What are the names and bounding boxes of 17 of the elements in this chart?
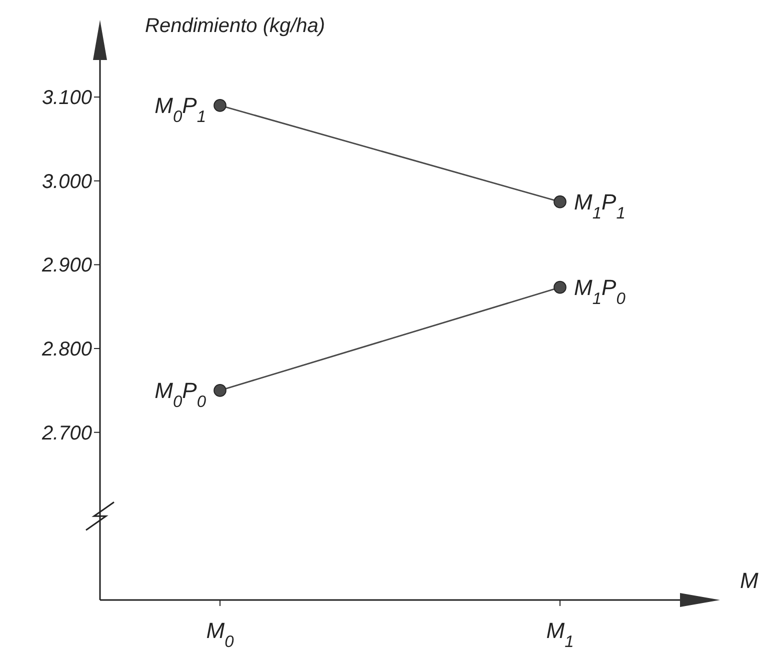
annotation: M$_{0}$P$_{0}$ (154, 378, 207, 412)
point (554, 280, 566, 294)
point (214, 99, 226, 112)
annotation: M$_{1}$P$_{1}$ (574, 190, 626, 223)
annotation: M$_{0}$P$_{1}$ (154, 93, 206, 126)
point (554, 195, 566, 208)
y-tick-label: 2.900 (40, 254, 92, 277)
y-tick-label: 3.000 (42, 170, 92, 193)
point (214, 384, 226, 397)
y-axis-title: Rendimiento (kg/ha) (145, 15, 326, 37)
y-tick-label: 2.800 (40, 338, 92, 361)
y-tick-label: 3.100 (42, 87, 92, 110)
y-tick-label: 2.700 (40, 422, 92, 444)
x-axis-title: M (740, 568, 759, 593)
x-tick-label: M$_{1}$ (546, 618, 574, 651)
annotation: M$_{1}$P$_{0}$ (574, 275, 626, 308)
x-tick-label: M$_{0}$ (206, 618, 235, 651)
